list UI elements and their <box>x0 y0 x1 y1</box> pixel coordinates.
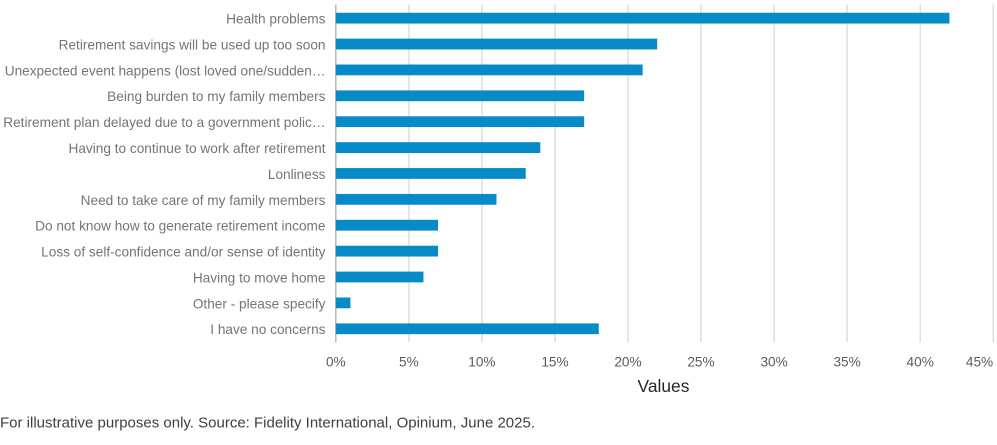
svg-text:Being burden to my family memb: Being burden to my family members <box>107 89 326 104</box>
svg-text:Unexpected event happens (lost: Unexpected event happens (lost loved one… <box>5 63 326 78</box>
svg-text:25%: 25% <box>687 355 714 370</box>
svg-text:Do not know how to generate re: Do not know how to generate retirement i… <box>35 219 325 234</box>
svg-text:Having to continue to work aft: Having to continue to work after retirem… <box>68 141 325 156</box>
svg-text:Need to take care of my family: Need to take care of my family members <box>81 193 326 208</box>
svg-text:20%: 20% <box>614 355 641 370</box>
svg-text:Retirement plan delayed due to: Retirement plan delayed due to a governm… <box>3 115 325 130</box>
svg-text:Loss of self-confidence and/or: Loss of self-confidence and/or sense of … <box>41 245 326 260</box>
svg-text:I have no concerns: I have no concerns <box>210 322 325 337</box>
svg-text:45%: 45% <box>966 355 993 370</box>
svg-text:Health problems: Health problems <box>226 12 326 27</box>
svg-text:15%: 15% <box>541 355 568 370</box>
svg-text:Values: Values <box>638 376 690 396</box>
svg-text:40%: 40% <box>907 355 934 370</box>
svg-text:0%: 0% <box>326 355 346 370</box>
svg-text:Having to move home: Having to move home <box>193 270 326 285</box>
svg-text:35%: 35% <box>833 355 860 370</box>
svg-text:10%: 10% <box>468 355 495 370</box>
svg-text:Other - please specify: Other - please specify <box>193 296 326 311</box>
svg-text:Retirement savings will be use: Retirement savings will be used up too s… <box>59 37 326 52</box>
svg-text:For illustrative purposes only: For illustrative purposes only. Source: … <box>0 415 535 432</box>
svg-text:Lonliness: Lonliness <box>268 167 326 182</box>
svg-text:30%: 30% <box>760 355 787 370</box>
svg-text:5%: 5% <box>399 355 419 370</box>
